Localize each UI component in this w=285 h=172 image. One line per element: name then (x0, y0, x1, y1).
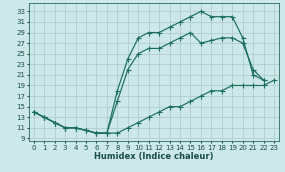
X-axis label: Humidex (Indice chaleur): Humidex (Indice chaleur) (94, 152, 214, 161)
